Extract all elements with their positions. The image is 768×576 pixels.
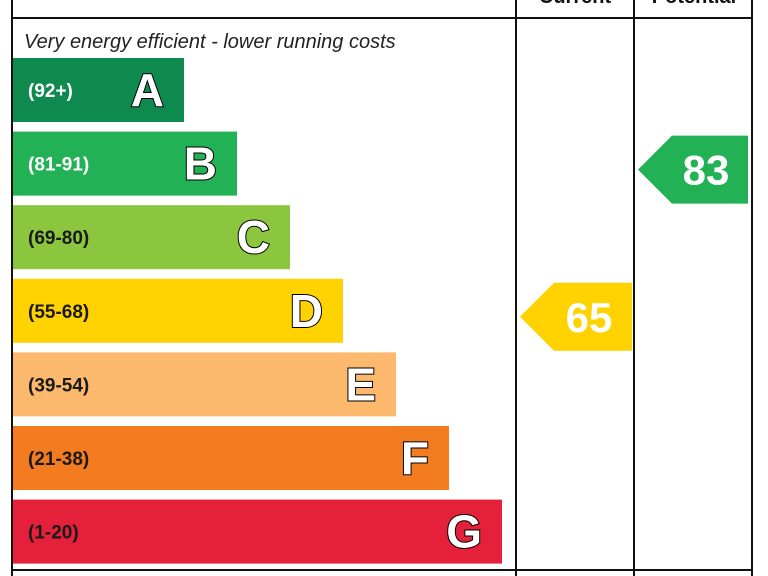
band-b [13, 131, 237, 196]
band-e [13, 352, 396, 417]
band-d [13, 278, 343, 343]
current-rating-value: 65 [566, 294, 613, 341]
band-a [13, 58, 184, 122]
band-f-range: (21-38) [28, 449, 89, 470]
rating-bands: (92+) A (81-91) B (69-80) C (55-68) D (39-54) E (2… [13, 58, 502, 564]
band-d-range: (55-68) [28, 302, 89, 323]
band-g [13, 499, 502, 564]
band-g-range: (1-20) [28, 523, 79, 544]
band-c-range: (69-80) [28, 228, 89, 249]
band-c-letter: C [237, 211, 270, 263]
band-f-letter: F [401, 432, 429, 484]
efficiency-caption: Very energy efficient - lower running co… [24, 31, 396, 53]
current-rating-arrow [520, 282, 632, 351]
column-header-current: Current [539, 0, 612, 8]
band-b-letter: B [184, 138, 217, 190]
band-a-range: (92+) [28, 81, 73, 102]
rating-arrows: 65 83 [520, 135, 748, 351]
chart-frame [11, 0, 753, 576]
band-d-letter: D [290, 285, 323, 337]
band-c [13, 205, 290, 270]
column-header-potential: Potential [652, 0, 736, 8]
band-b-range: (81-91) [28, 155, 89, 176]
potential-rating-arrow [638, 135, 748, 204]
band-e-range: (39-54) [28, 375, 89, 396]
band-a-letter: A [131, 64, 164, 116]
band-f [13, 426, 449, 490]
band-g-letter: G [446, 506, 482, 558]
band-e-letter: E [345, 358, 376, 410]
potential-rating-value: 83 [683, 147, 730, 194]
